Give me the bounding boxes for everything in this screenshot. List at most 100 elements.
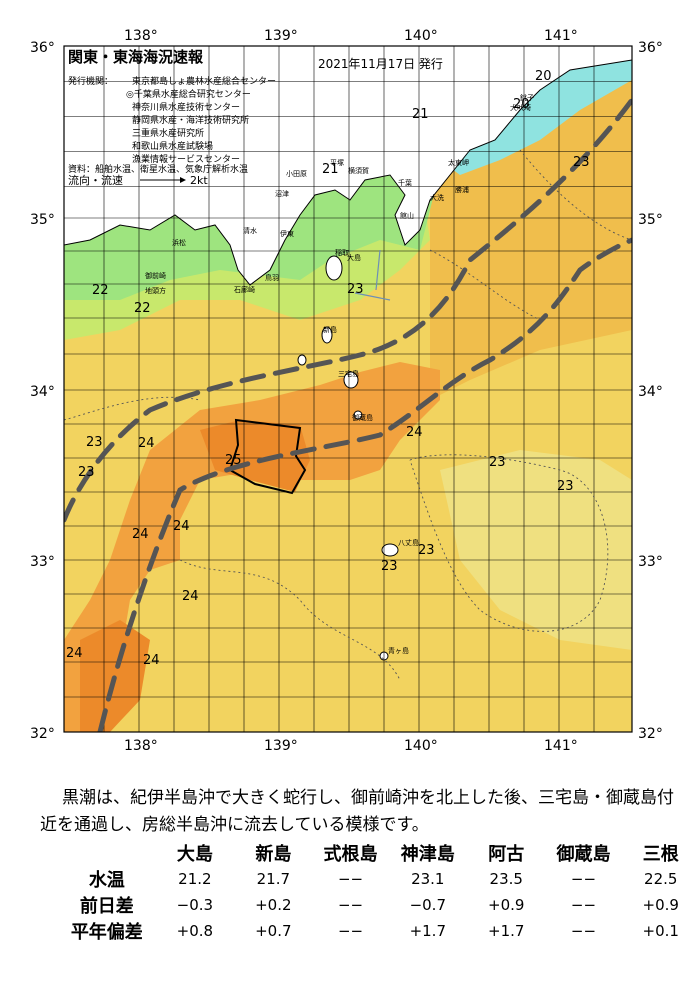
- place-mikurajima: 御蔵島: [352, 413, 373, 422]
- place-oshima: 大島: [347, 253, 361, 262]
- temp-label: 24: [406, 425, 423, 440]
- place-tateyama: 館山: [400, 211, 414, 220]
- island-mikurajima: [353, 410, 363, 420]
- place-shimizu: 清水: [243, 226, 257, 235]
- table-cell: 23.5: [489, 870, 523, 888]
- data-source: 資料：船舶水温、衛星水温、気象庁解析水温: [68, 163, 248, 175]
- island-oshima: [325, 255, 343, 281]
- place-oarai: 大洗: [430, 193, 444, 202]
- arrow-head-icon: [180, 177, 186, 183]
- place-irozaki: 石廊崎: [234, 285, 255, 294]
- temp-label: 23: [489, 455, 506, 470]
- place-miyakejima: 三宅島: [338, 369, 359, 378]
- station-temperature-table: 大島 新島 式根島 神津島 阿古 御蔵島 三根 水温 21.2 21.7 −− …: [58, 840, 700, 944]
- lon-label-top-138: 138°: [124, 28, 158, 44]
- table-cell: +0.7: [255, 922, 292, 940]
- place-hachijojima: 八丈島: [398, 538, 419, 547]
- table-cell: +0.9: [642, 896, 679, 914]
- place-niijima: 新島: [323, 325, 337, 334]
- place-ito: 伊東: [280, 229, 294, 238]
- agency-4: 静岡県水産・海洋技術研究所: [132, 114, 249, 126]
- temp-label: 24: [132, 527, 149, 542]
- table-cell: 21.2: [178, 870, 212, 888]
- place-hamamatsu: 浜松: [172, 238, 186, 247]
- table-corner: [58, 840, 156, 866]
- table-row: 水温 21.2 21.7 −− 23.1 23.5 −− 22.5: [58, 866, 700, 892]
- lon-label-bottom-139: 139°: [264, 738, 298, 754]
- station-header: 大島: [176, 844, 213, 865]
- station-header: 三根: [642, 844, 679, 865]
- temp-label: 23: [418, 543, 435, 558]
- lat-label-right-34: 34°: [638, 384, 663, 400]
- temperature-labels: 20 20 21 21 22 22 23 23 23 23 23 23 23 2…: [66, 69, 590, 668]
- lat-label-left-36: 36°: [30, 40, 55, 56]
- temp-label: 23: [86, 435, 103, 450]
- agencies-label: 発行機関：: [68, 75, 113, 87]
- flow-scale-value: 2kt: [190, 174, 208, 187]
- lon-label-top-141: 141°: [544, 28, 578, 44]
- temp-label: 24: [138, 436, 155, 451]
- isotherm-contours: [64, 149, 632, 681]
- temp-label: 22: [92, 283, 109, 298]
- longitude-labels: 138° 139° 140° 141° 138° 139° 140° 141°: [124, 28, 578, 754]
- lon-label-top-139: 139°: [264, 28, 298, 44]
- lat-label-right-35: 35°: [638, 212, 663, 228]
- agency-1: 東京都島しょ農林水産総合センター: [132, 75, 276, 87]
- place-labels: 大島 新島 八丈島 三宅島 御蔵島 千葉 銚子 勝浦 館山 大洗 太東岬 小田原…: [145, 93, 534, 655]
- latitude-labels: 36° 35° 34° 33° 32° 36° 35° 34° 33° 32°: [30, 40, 663, 742]
- table-header-row: 大島 新島 式根島 神津島 阿古 御蔵島 三根: [58, 840, 700, 866]
- place-numazu: 沼津: [275, 189, 289, 198]
- temp-label: 24: [173, 519, 190, 534]
- island-kozushima: [297, 354, 307, 366]
- station-header: 阿古: [488, 844, 525, 865]
- row-label-water-temp: 水温: [88, 870, 125, 891]
- station-header: 式根島: [323, 844, 378, 865]
- table-cell: 21.7: [256, 870, 291, 888]
- temp-label: 23: [381, 559, 398, 574]
- row-label-day-diff: 前日差: [79, 896, 134, 917]
- agency-7: 漁業情報サービスセンター: [132, 153, 240, 165]
- temp-label: 21: [412, 107, 429, 122]
- table-cell: −0.3: [176, 896, 214, 914]
- kuroshio-axis: [64, 97, 632, 732]
- table-cell: −−: [570, 896, 597, 914]
- table-cell: +1.7: [409, 922, 446, 940]
- table-row: 平年偏差 +0.8 +0.7 −− +1.7 +1.7 −− +0.1: [58, 918, 700, 944]
- lon-label-bottom-141: 141°: [544, 738, 578, 754]
- current-arrows: [354, 249, 391, 301]
- island-niijima: [321, 326, 333, 344]
- issue-date: 2021年11月17日 発行: [318, 57, 443, 71]
- sea-area-25: [200, 420, 310, 492]
- lat-label-right-32: 32°: [638, 726, 663, 742]
- place-katsuura: 勝浦: [455, 185, 469, 194]
- lat-label-right-33: 33°: [638, 554, 663, 570]
- lat-label-left-34: 34°: [30, 384, 55, 400]
- temp-label: 23: [573, 155, 590, 170]
- sea-area-24: [64, 362, 440, 732]
- map-frame: [63, 45, 633, 733]
- table-cell: +0.9: [488, 896, 525, 914]
- lon-label-top-140: 140°: [404, 28, 438, 44]
- table-cell: 22.5: [644, 870, 678, 888]
- temp-label: 22: [134, 301, 151, 316]
- temp-label: 20: [513, 97, 530, 112]
- sea-temperature-map: 関東・東海海況速報 2021年11月17日 発行 発行機関： 東京都島しょ農林水…: [30, 28, 663, 754]
- place-inatori: 稲取: [335, 248, 349, 257]
- place-yokosuka: 横須賀: [348, 166, 369, 175]
- temp-label: 21: [322, 162, 339, 177]
- temp-label: 20: [535, 69, 552, 84]
- agency-3: 神奈川県水産技術センター: [132, 101, 240, 113]
- place-aogashima: 青ヶ島: [388, 646, 409, 655]
- table-cell: −−: [570, 922, 597, 940]
- lat-label-left-32: 32°: [30, 726, 55, 742]
- kuroshio-description: 黒潮は、紀伊半島沖で大きく蛇行し、御前崎沖を北上した後、三宅島・御蔵島付近を通過…: [40, 788, 674, 835]
- agency-2: ◎千葉県水産総合研究センター: [126, 88, 251, 100]
- flow-label: 流向・流速: [68, 173, 123, 187]
- place-odawara: 小田原: [286, 169, 307, 178]
- isotherm-25-outline: [228, 418, 307, 495]
- temp-label: 24: [182, 589, 199, 604]
- lon-label-bottom-140: 140°: [404, 738, 438, 754]
- table-cell: −−: [337, 896, 364, 914]
- map-title: 関東・東海海況速報: [68, 48, 204, 66]
- legend-block: 発行機関： 東京都島しょ農林水産総合センター ◎千葉県水産総合研究センター 神奈…: [68, 75, 276, 187]
